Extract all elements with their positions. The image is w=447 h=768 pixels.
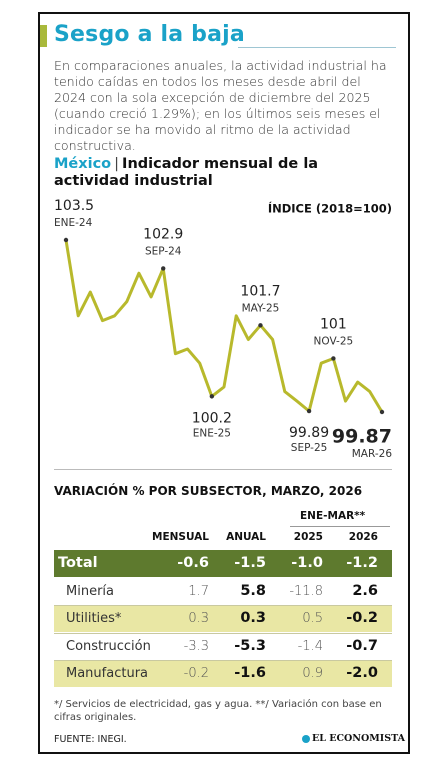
point-marker [379,409,385,415]
point-marker [161,266,166,271]
table-value: -2.0 [346,665,378,681]
table-row: Construcción -3.3 -5.3 -1.4 -0.7 [54,633,392,660]
table-value: 2.6 [352,582,378,599]
series-line [64,239,384,413]
table-value: 5.8 [240,582,266,599]
data-label: 101 [320,316,347,332]
column-header: 2025 [293,531,323,543]
table-value: 0.3 [188,611,209,626]
chart: ÍNDICE (2018=100) 103.5 ENE-24 102.9 SEP-24… [54,198,393,460]
divider [54,469,392,470]
date-label: ENE-25 [193,427,231,439]
date-label: MAY-25 [242,302,280,314]
chart-country: México [54,156,112,172]
date-label: ENE-24 [54,217,93,229]
table-value: 1.7 [188,583,209,599]
separator: | [114,156,120,172]
table-value: -11.8 [289,583,323,599]
point-marker [331,356,336,361]
row-rule [54,632,392,634]
title: Sesgo a la baja [54,22,245,47]
data-label: 101.7 [240,283,280,299]
column-header: 2026 [348,531,378,543]
row-label: Minería [66,583,114,599]
table-value: -3.3 [183,638,209,654]
table-title: VARIACIÓN % POR SUBSECTOR, MARZO, 2026 [54,484,363,498]
table-value: -1.0 [291,555,323,571]
table-value: -1.2 [346,555,378,571]
point-marker [209,394,215,399]
row-label: Total [58,555,98,571]
table-value: 0.3 [240,610,266,626]
table-row: Manufactura -0.2 -1.6 0.9 -2.0 [54,660,392,687]
frame [38,12,410,754]
table-value: -5.3 [234,637,266,654]
data-label: 99.89 [289,425,329,441]
chart-heading: México | Indicador mensual de la actividad… [54,156,394,190]
column-header: ANUAL [226,531,266,543]
chart-title: Indicador mensual de la actividad indust… [54,156,319,189]
y-axis-label: ÍNDICE (2018=100) [268,201,392,216]
source: FUENTE: INEGI. [54,734,127,745]
table-value: 0.9 [302,666,323,681]
intro: En comparaciones anuales, la actividad i… [54,58,387,153]
title-accent [40,25,47,47]
date-label: SEP-25 [291,442,328,454]
table-value: -0.6 [177,555,209,571]
table-value: -1.4 [297,638,323,654]
point-marker [63,237,69,243]
footnote: */ Servicios de electricidad, gas y agua… [54,699,382,723]
table-value: -0.7 [346,637,378,654]
data-label: 99.87 [332,426,392,448]
data-label: 103.5 [54,198,94,214]
table-value: 0.5 [302,611,323,626]
table-value: -1.5 [234,555,266,571]
date-label: MAR-26 [352,448,393,460]
group-header: ENE-MAR** [300,510,366,522]
point-marker [258,323,263,328]
point-marker [306,408,312,414]
row-rule [54,660,392,661]
data-label: 100.2 [192,410,232,426]
table-value: -1.6 [234,665,266,681]
row-label: Utilities* [66,611,122,626]
table-value: -0.2 [346,610,378,626]
table-row: Minería 1.7 5.8 -11.8 2.6 [54,578,392,605]
title-rule [238,47,396,48]
total-row: Total -0.6 -1.5 -1.0 -1.2 [54,550,392,577]
date-label: SEP-24 [145,245,182,257]
brand: EL ECONOMISTA [312,733,406,744]
table-value: -0.2 [183,666,209,681]
row-rule [54,605,392,606]
table-row: Utilities* 0.3 0.3 0.5 -0.2 [54,605,392,632]
date-label: NOV-25 [314,335,354,347]
brand-mark [302,735,310,743]
group-rule [290,526,390,527]
row-label: Manufactura [66,666,148,681]
data-label: 102.9 [143,226,183,242]
column-header: MENSUAL [152,531,209,543]
row-label: Construcción [66,638,151,654]
